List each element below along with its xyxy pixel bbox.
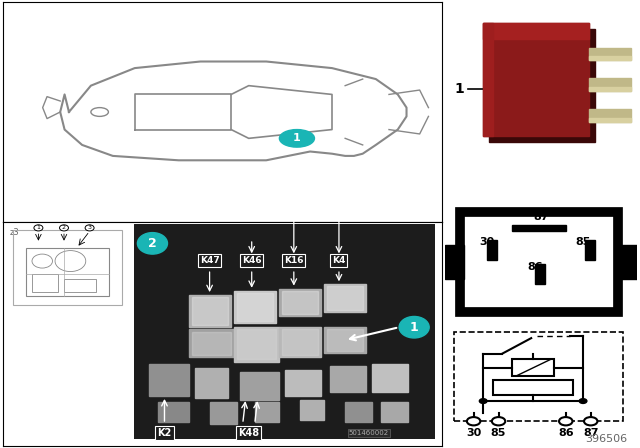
Text: z3: z3 [10, 228, 20, 237]
Bar [445, 246, 464, 279]
Text: 85: 85 [491, 428, 506, 438]
Circle shape [60, 225, 68, 231]
Bar [330, 366, 366, 392]
Bar [589, 87, 631, 91]
Bar [589, 56, 631, 60]
Bar [454, 332, 623, 421]
Bar [345, 402, 372, 422]
Bar [234, 327, 279, 362]
Bar [483, 23, 493, 136]
Bar [300, 401, 324, 420]
Text: 85: 85 [575, 237, 591, 247]
Text: 1: 1 [454, 82, 464, 96]
Text: 87: 87 [583, 428, 598, 438]
Text: K46: K46 [242, 256, 262, 265]
Bar [589, 109, 631, 122]
Bar [210, 402, 237, 424]
Bar [589, 78, 631, 91]
Bar [512, 225, 566, 231]
Circle shape [138, 233, 168, 254]
Bar [324, 284, 366, 312]
Text: 30: 30 [479, 237, 495, 247]
Bar [26, 248, 109, 296]
Bar [282, 329, 318, 355]
Bar [535, 264, 545, 284]
Circle shape [492, 417, 506, 426]
Bar [327, 286, 363, 310]
Text: K2: K2 [157, 427, 172, 438]
Text: 2: 2 [148, 237, 157, 250]
Text: K4: K4 [332, 256, 346, 265]
Text: 1: 1 [410, 321, 419, 334]
Text: 87: 87 [533, 211, 548, 222]
Bar [189, 295, 230, 327]
Circle shape [399, 316, 429, 338]
Text: 3: 3 [88, 225, 92, 230]
Bar [493, 380, 573, 395]
Circle shape [559, 417, 573, 426]
Bar [618, 246, 637, 279]
Bar [32, 274, 58, 292]
Bar [381, 402, 408, 422]
Bar [279, 327, 321, 358]
Text: 1: 1 [293, 134, 301, 143]
Bar [150, 364, 189, 396]
Bar [483, 23, 589, 136]
Bar [282, 291, 318, 314]
Bar [487, 240, 497, 260]
Bar [195, 368, 228, 398]
Text: K16: K16 [284, 256, 303, 265]
Bar [327, 329, 363, 351]
Bar [240, 372, 279, 401]
Text: 2: 2 [62, 225, 66, 230]
Bar [255, 402, 279, 422]
Bar [159, 402, 189, 422]
Circle shape [584, 417, 598, 426]
Text: 30: 30 [466, 428, 481, 438]
Bar [512, 359, 554, 376]
Text: 501460002: 501460002 [349, 430, 389, 435]
Bar [191, 297, 228, 325]
Text: K47: K47 [200, 256, 220, 265]
Bar [237, 329, 276, 359]
Circle shape [479, 399, 487, 403]
Bar [234, 291, 276, 323]
Bar [589, 47, 631, 60]
Bar [191, 332, 230, 355]
Bar [483, 23, 589, 39]
Bar [489, 29, 595, 142]
Bar [589, 118, 631, 122]
Bar [372, 364, 408, 392]
Bar [285, 370, 321, 396]
Bar [279, 289, 321, 316]
Circle shape [467, 417, 480, 426]
Text: 396506: 396506 [585, 434, 627, 444]
Circle shape [579, 399, 587, 403]
Circle shape [280, 129, 314, 147]
Bar [460, 211, 618, 313]
Text: K48: K48 [238, 427, 259, 438]
Circle shape [34, 225, 43, 231]
Bar [189, 329, 234, 358]
Text: 86: 86 [558, 428, 573, 438]
Bar [237, 293, 273, 321]
Circle shape [85, 225, 94, 231]
Bar [13, 230, 122, 305]
Text: 86: 86 [527, 262, 543, 272]
Bar [585, 240, 595, 260]
Bar [324, 327, 366, 353]
Bar [64, 279, 96, 292]
Text: 1: 1 [36, 225, 40, 230]
